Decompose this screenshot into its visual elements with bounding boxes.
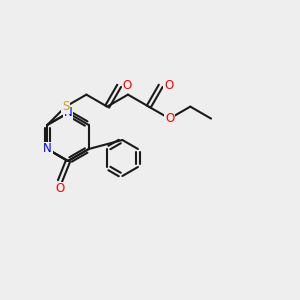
Text: N: N — [64, 106, 72, 119]
Text: N: N — [43, 142, 52, 155]
Text: S: S — [62, 100, 69, 113]
Text: O: O — [56, 182, 64, 196]
Text: O: O — [165, 112, 174, 125]
Text: O: O — [164, 79, 173, 92]
Text: O: O — [122, 79, 132, 92]
